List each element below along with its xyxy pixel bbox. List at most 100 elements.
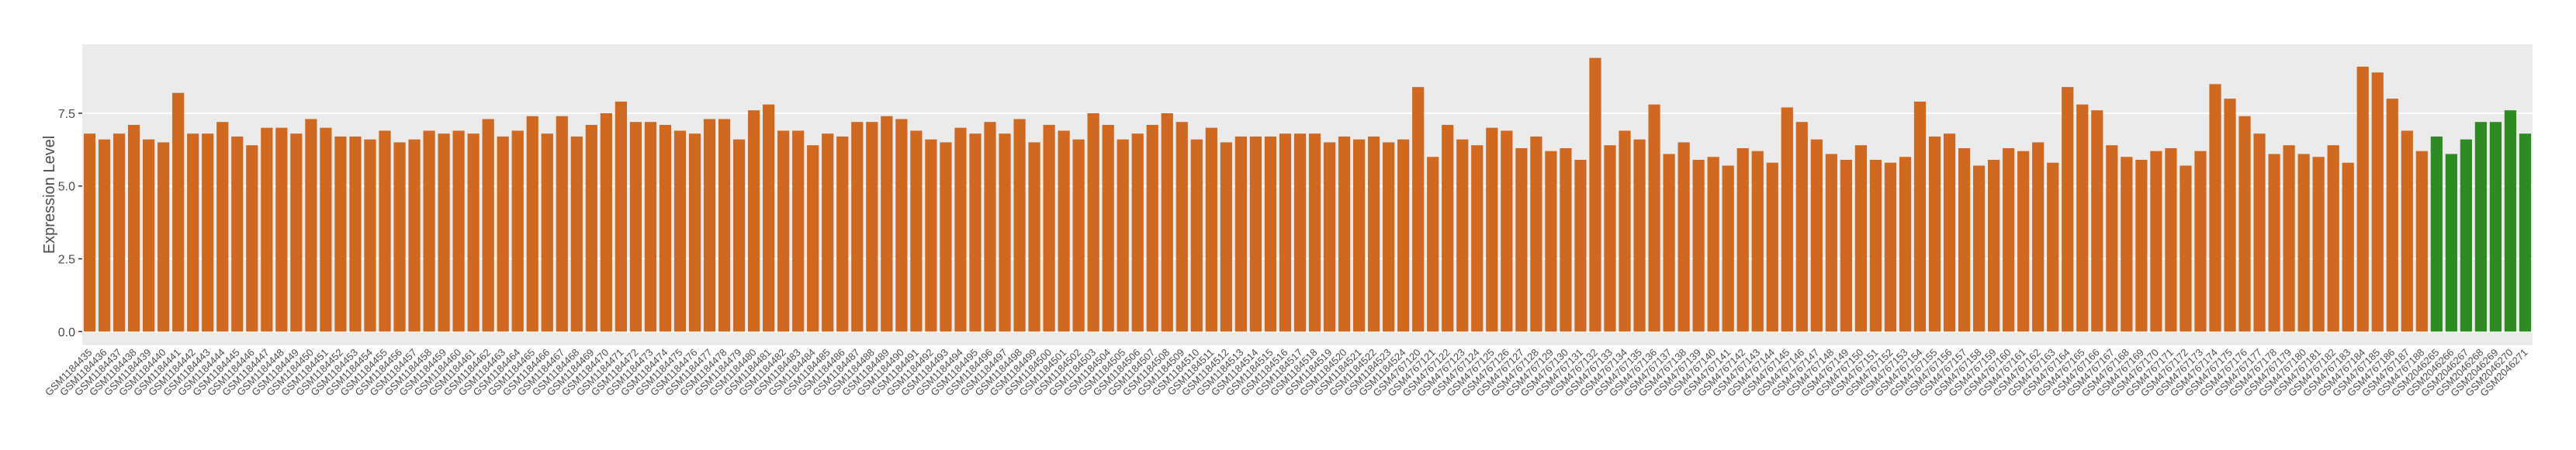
bar bbox=[910, 130, 923, 332]
bar bbox=[969, 133, 982, 332]
bar bbox=[1884, 162, 1897, 332]
bar bbox=[1102, 124, 1114, 332]
bar bbox=[836, 136, 849, 332]
bar bbox=[1043, 124, 1055, 332]
bar bbox=[1013, 119, 1026, 332]
bar bbox=[2209, 84, 2221, 332]
bar bbox=[585, 124, 597, 332]
bar bbox=[467, 133, 480, 332]
bar bbox=[2415, 151, 2428, 332]
bar bbox=[718, 119, 731, 332]
bar bbox=[1383, 142, 1395, 332]
bar bbox=[1840, 159, 1852, 332]
bar bbox=[482, 119, 494, 332]
bar bbox=[423, 130, 435, 332]
bar bbox=[158, 142, 170, 332]
bar bbox=[1722, 165, 1734, 332]
bar bbox=[2519, 133, 2532, 332]
bar bbox=[1958, 147, 1971, 332]
bar bbox=[629, 122, 642, 332]
bar bbox=[1456, 139, 1469, 332]
bar bbox=[246, 145, 258, 332]
bar bbox=[2342, 162, 2354, 332]
bar bbox=[1175, 122, 1188, 332]
bar bbox=[1352, 139, 1366, 332]
bar bbox=[1397, 139, 1410, 332]
bar bbox=[1736, 147, 1749, 332]
bar bbox=[2180, 165, 2192, 332]
bar bbox=[497, 136, 509, 332]
bar bbox=[2489, 122, 2502, 332]
bar bbox=[1604, 145, 1616, 332]
bar bbox=[1117, 139, 1129, 332]
bar bbox=[1751, 151, 1764, 332]
bar bbox=[747, 110, 760, 332]
bar bbox=[1264, 136, 1277, 332]
bar bbox=[2062, 87, 2074, 332]
bar bbox=[1471, 145, 1484, 332]
bar bbox=[1205, 127, 1217, 332]
bar bbox=[1146, 124, 1158, 332]
bar bbox=[1825, 154, 1837, 332]
bar bbox=[615, 101, 627, 332]
bar bbox=[2401, 130, 2413, 332]
bar bbox=[1663, 154, 1675, 332]
bar bbox=[644, 122, 657, 332]
bar bbox=[1323, 142, 1336, 332]
bar bbox=[881, 116, 893, 332]
bar bbox=[2165, 147, 2177, 332]
bar bbox=[1795, 122, 1808, 332]
bar bbox=[703, 119, 716, 332]
bar bbox=[1781, 107, 1793, 332]
bar bbox=[1486, 127, 1498, 332]
bar bbox=[172, 92, 185, 332]
bar bbox=[2224, 99, 2236, 332]
bar bbox=[2076, 104, 2089, 332]
bar bbox=[792, 130, 805, 332]
bar bbox=[1648, 104, 1660, 332]
bar bbox=[2091, 110, 2103, 332]
bar bbox=[984, 122, 996, 332]
bar bbox=[2047, 162, 2059, 332]
bar bbox=[2194, 151, 2207, 332]
bar bbox=[408, 139, 421, 332]
bar bbox=[2371, 72, 2384, 332]
bar bbox=[925, 139, 937, 332]
bar bbox=[2283, 145, 2295, 332]
bar bbox=[2445, 154, 2457, 332]
bar bbox=[349, 136, 362, 332]
bar bbox=[954, 127, 967, 332]
bar bbox=[1131, 133, 1144, 332]
y-tick-label: 7.5 bbox=[58, 108, 75, 121]
bar bbox=[2268, 154, 2280, 332]
bar bbox=[1766, 162, 1778, 332]
bar bbox=[1072, 139, 1085, 332]
bar bbox=[2106, 145, 2118, 332]
bar bbox=[1913, 101, 1927, 332]
bar bbox=[1220, 142, 1232, 332]
bar bbox=[2032, 142, 2045, 332]
bar bbox=[822, 133, 834, 332]
bar bbox=[1515, 147, 1528, 332]
bar bbox=[98, 139, 111, 332]
bar bbox=[2430, 136, 2443, 332]
bar bbox=[393, 142, 406, 332]
bar bbox=[305, 119, 317, 332]
bar bbox=[2150, 151, 2162, 332]
bar bbox=[2356, 66, 2369, 332]
bar bbox=[526, 116, 538, 332]
bar bbox=[142, 139, 155, 332]
bar bbox=[83, 133, 96, 332]
bar bbox=[1619, 130, 1631, 332]
bar bbox=[866, 122, 878, 332]
bar bbox=[688, 133, 701, 332]
bar bbox=[216, 122, 229, 332]
bar bbox=[570, 136, 583, 332]
bar bbox=[1928, 136, 1941, 332]
bar bbox=[320, 127, 332, 332]
bar bbox=[2312, 157, 2325, 332]
bar bbox=[261, 127, 273, 332]
bar bbox=[2017, 151, 2030, 332]
bar bbox=[2327, 145, 2339, 332]
bar bbox=[1854, 145, 1868, 332]
